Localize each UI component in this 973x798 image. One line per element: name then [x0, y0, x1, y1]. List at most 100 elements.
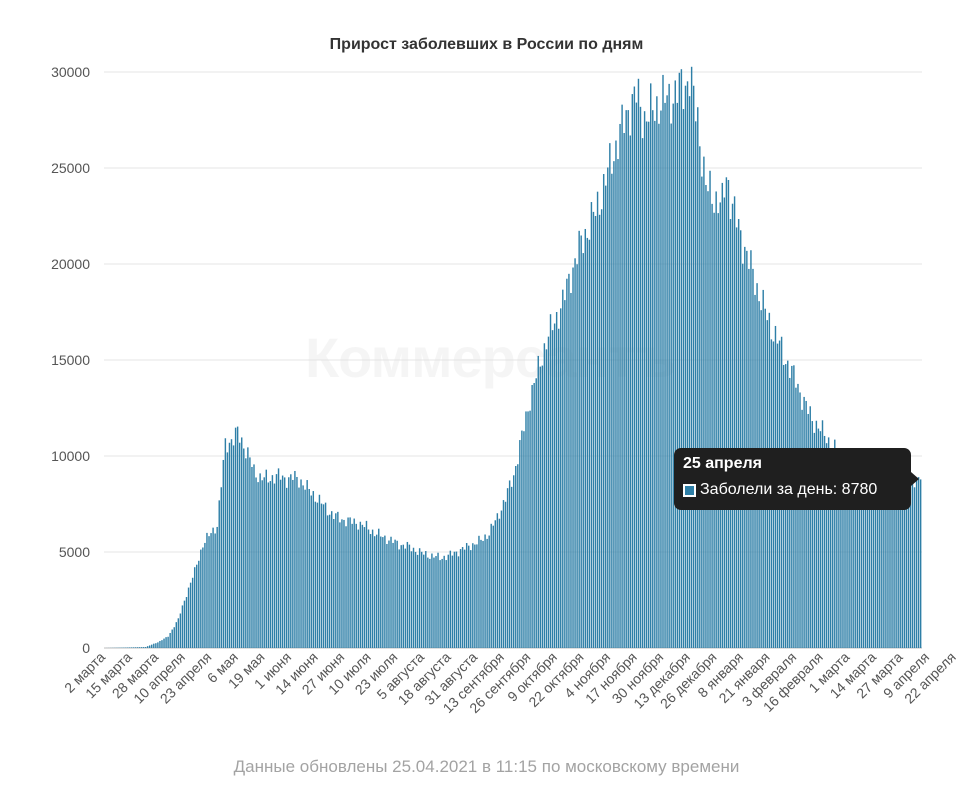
bar [179, 613, 182, 648]
bar [382, 537, 384, 648]
bar [347, 517, 349, 648]
bar [566, 278, 568, 648]
bar [427, 557, 429, 648]
bar [735, 227, 738, 648]
bar [494, 520, 497, 648]
bar [844, 461, 846, 648]
bar [551, 330, 554, 648]
bar [183, 600, 186, 648]
bar [641, 138, 644, 648]
bar [263, 477, 265, 648]
bar [911, 476, 914, 648]
bar [425, 551, 427, 648]
bar [343, 519, 345, 648]
bar [140, 647, 143, 648]
bar [541, 365, 544, 648]
y-tick-label: 25000 [51, 160, 90, 176]
bar [312, 491, 315, 648]
bar [414, 551, 417, 648]
bar [339, 522, 341, 648]
bar [842, 467, 844, 648]
bar [261, 480, 263, 648]
bar [196, 564, 198, 648]
bar [316, 502, 319, 648]
bar [725, 177, 728, 649]
bar [212, 527, 214, 648]
bar [537, 355, 539, 648]
bar [707, 191, 709, 648]
bar [717, 213, 719, 648]
bar [650, 83, 652, 649]
bar [247, 447, 249, 648]
bar [132, 647, 135, 648]
bar [406, 541, 409, 648]
bar [625, 110, 627, 648]
bar [380, 536, 382, 648]
bar [304, 489, 306, 648]
tooltip-text: Заболели за день: 8780 [700, 481, 878, 498]
bar [128, 647, 130, 648]
bar [521, 430, 523, 648]
bar [883, 481, 885, 648]
bar [874, 468, 877, 648]
bar [437, 552, 439, 648]
bar [506, 488, 509, 648]
bar [151, 644, 153, 648]
bar [369, 534, 372, 648]
bar [498, 518, 501, 648]
bar [335, 513, 337, 648]
bar [895, 478, 897, 648]
bar [236, 426, 239, 648]
bar [341, 519, 343, 648]
bar [535, 378, 537, 648]
bar [373, 536, 376, 648]
bar [654, 120, 656, 648]
bar [306, 480, 308, 648]
bar [854, 474, 856, 648]
bar [664, 102, 666, 648]
bar [870, 477, 873, 648]
bar [363, 527, 366, 648]
bar [590, 202, 593, 649]
bar [586, 237, 589, 649]
bar [429, 558, 431, 648]
bar [697, 107, 699, 649]
bar [635, 102, 638, 648]
bar [175, 622, 177, 648]
bar [688, 96, 691, 649]
bar [584, 228, 587, 649]
bar [617, 159, 619, 649]
bar [163, 638, 165, 648]
bar [560, 308, 562, 648]
bar [400, 545, 402, 648]
bar [727, 179, 730, 649]
bar [484, 534, 486, 648]
bar [230, 439, 233, 648]
bar [328, 514, 331, 648]
bar [508, 480, 511, 648]
bar [672, 103, 674, 649]
y-tick-label: 10000 [51, 448, 90, 464]
bar [527, 411, 529, 648]
bar [709, 170, 711, 648]
bar [155, 643, 157, 648]
bar [324, 502, 327, 648]
bar [388, 540, 390, 648]
bar [899, 472, 901, 648]
bar [367, 529, 370, 648]
bar [564, 300, 566, 648]
bar [161, 640, 163, 648]
bar [273, 483, 276, 648]
bar [639, 106, 642, 648]
bar [862, 463, 865, 648]
bar [596, 191, 599, 648]
bar [703, 156, 705, 649]
bar [600, 209, 603, 648]
bar [699, 146, 701, 649]
bar [885, 483, 887, 648]
bar [449, 550, 452, 648]
bar [408, 544, 411, 648]
bar [580, 235, 582, 648]
bar [652, 110, 654, 649]
bar [555, 312, 558, 648]
